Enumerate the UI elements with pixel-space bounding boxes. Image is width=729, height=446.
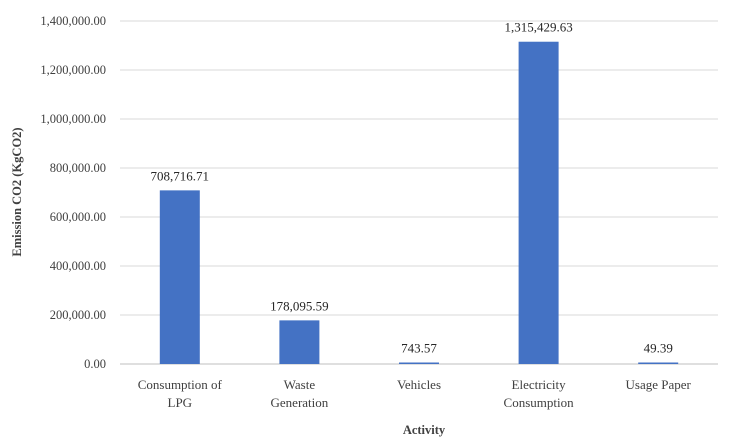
y-tick-label: 1,200,000.00 — [40, 63, 106, 77]
x-tick-label: Usage Paper — [626, 377, 692, 392]
data-labels: 708,716.71 178,095.59 743.57 1,315,429.63 49… — [151, 20, 673, 356]
data-label: 743.57 — [401, 341, 437, 356]
x-axis-title: Activity — [403, 423, 446, 437]
y-axis-ticks: 0.00 200,000.00 400,000.00 600,000.00 800,00… — [40, 14, 106, 371]
data-label: 49.39 — [644, 341, 673, 356]
x-axis-categories: Consumption of LPG Waste Generation Vehicles… — [138, 377, 692, 410]
bar — [399, 362, 439, 364]
y-tick-label: 0.00 — [84, 357, 106, 371]
x-tick-label: Consumption of LPG — [138, 377, 223, 410]
bar — [159, 190, 200, 364]
bar — [279, 320, 320, 364]
x-tick-label: Waste Generation — [271, 377, 329, 410]
gridlines — [120, 20, 718, 365]
data-label: 178,095.59 — [270, 298, 329, 313]
y-tick-label: 200,000.00 — [50, 308, 106, 322]
bar — [518, 41, 559, 365]
y-tick-label: 800,000.00 — [50, 161, 106, 175]
y-tick-label: 1,400,000.00 — [40, 14, 106, 28]
y-tick-label: 600,000.00 — [50, 210, 106, 224]
y-tick-label: 400,000.00 — [50, 259, 106, 273]
data-label: 708,716.71 — [151, 168, 210, 183]
x-tick-label: Electricity Consumption — [504, 377, 575, 410]
data-label: 1,315,429.63 — [504, 20, 572, 35]
y-tick-label: 1,000,000.00 — [40, 112, 106, 126]
bars — [159, 41, 679, 365]
y-axis-title: Emission CO2 (KgCO2) — [10, 127, 24, 256]
bar — [638, 362, 679, 364]
x-tick-label: Vehicles — [397, 377, 441, 392]
